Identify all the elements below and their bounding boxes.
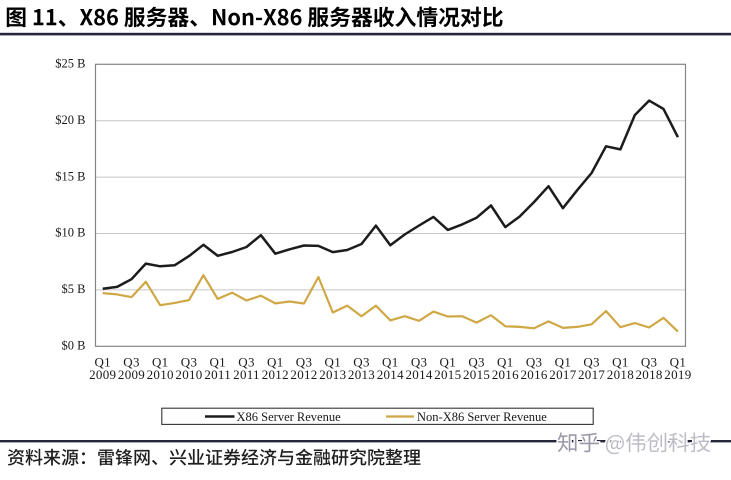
svg-text:Non-X86 Server Revenue: Non-X86 Server Revenue <box>417 410 547 424</box>
svg-text:Q1: Q1 <box>209 354 226 369</box>
svg-text:2013: 2013 <box>319 367 346 382</box>
svg-text:2012: 2012 <box>262 367 289 382</box>
svg-text:2016: 2016 <box>492 367 519 382</box>
svg-text:Q3: Q3 <box>296 354 313 369</box>
svg-text:Q1: Q1 <box>267 354 284 369</box>
svg-text:Q1: Q1 <box>670 354 687 369</box>
svg-text:Q3: Q3 <box>123 354 140 369</box>
svg-text:Q3: Q3 <box>641 354 658 369</box>
svg-text:2014: 2014 <box>405 367 432 382</box>
svg-text:X86 Server Revenue: X86 Server Revenue <box>237 410 342 424</box>
svg-text:2016: 2016 <box>520 367 547 382</box>
svg-text:$10 B: $10 B <box>55 226 85 240</box>
svg-text:2019: 2019 <box>664 367 691 382</box>
svg-text:Q1: Q1 <box>325 354 342 369</box>
svg-text:$5 B: $5 B <box>62 282 86 296</box>
svg-text:2011: 2011 <box>204 367 231 382</box>
svg-text:Q1: Q1 <box>94 354 111 369</box>
svg-text:$20 B: $20 B <box>55 113 85 127</box>
svg-text:Q3: Q3 <box>411 354 428 369</box>
svg-text:2015: 2015 <box>463 367 490 382</box>
svg-text:2010: 2010 <box>147 367 174 382</box>
svg-text:Q3: Q3 <box>583 354 600 369</box>
svg-text:Q1: Q1 <box>440 354 457 369</box>
svg-text:2010: 2010 <box>175 367 202 382</box>
svg-text:2015: 2015 <box>434 367 461 382</box>
svg-text:2012: 2012 <box>290 367 317 382</box>
svg-text:2013: 2013 <box>348 367 375 382</box>
svg-text:2018: 2018 <box>607 367 634 382</box>
svg-text:2009: 2009 <box>118 367 145 382</box>
svg-text:2018: 2018 <box>635 367 662 382</box>
svg-text:$15 B: $15 B <box>55 169 85 183</box>
svg-text:Q1: Q1 <box>612 354 629 369</box>
svg-text:Q1: Q1 <box>382 354 399 369</box>
svg-text:2011: 2011 <box>233 367 260 382</box>
svg-text:Q1: Q1 <box>555 354 572 369</box>
svg-text:2009: 2009 <box>89 367 116 382</box>
svg-text:2017: 2017 <box>549 367 576 382</box>
svg-text:Q3: Q3 <box>526 354 543 369</box>
svg-text:Q3: Q3 <box>238 354 255 369</box>
svg-text:2017: 2017 <box>578 367 605 382</box>
svg-text:Q1: Q1 <box>497 354 514 369</box>
svg-text:Q1: Q1 <box>152 354 169 369</box>
svg-text:Q3: Q3 <box>181 354 198 369</box>
svg-text:Q3: Q3 <box>353 354 370 369</box>
svg-text:$25 B: $25 B <box>55 57 85 71</box>
svg-text:$0 B: $0 B <box>62 339 86 353</box>
svg-text:Q3: Q3 <box>468 354 485 369</box>
svg-text:2014: 2014 <box>377 367 404 382</box>
